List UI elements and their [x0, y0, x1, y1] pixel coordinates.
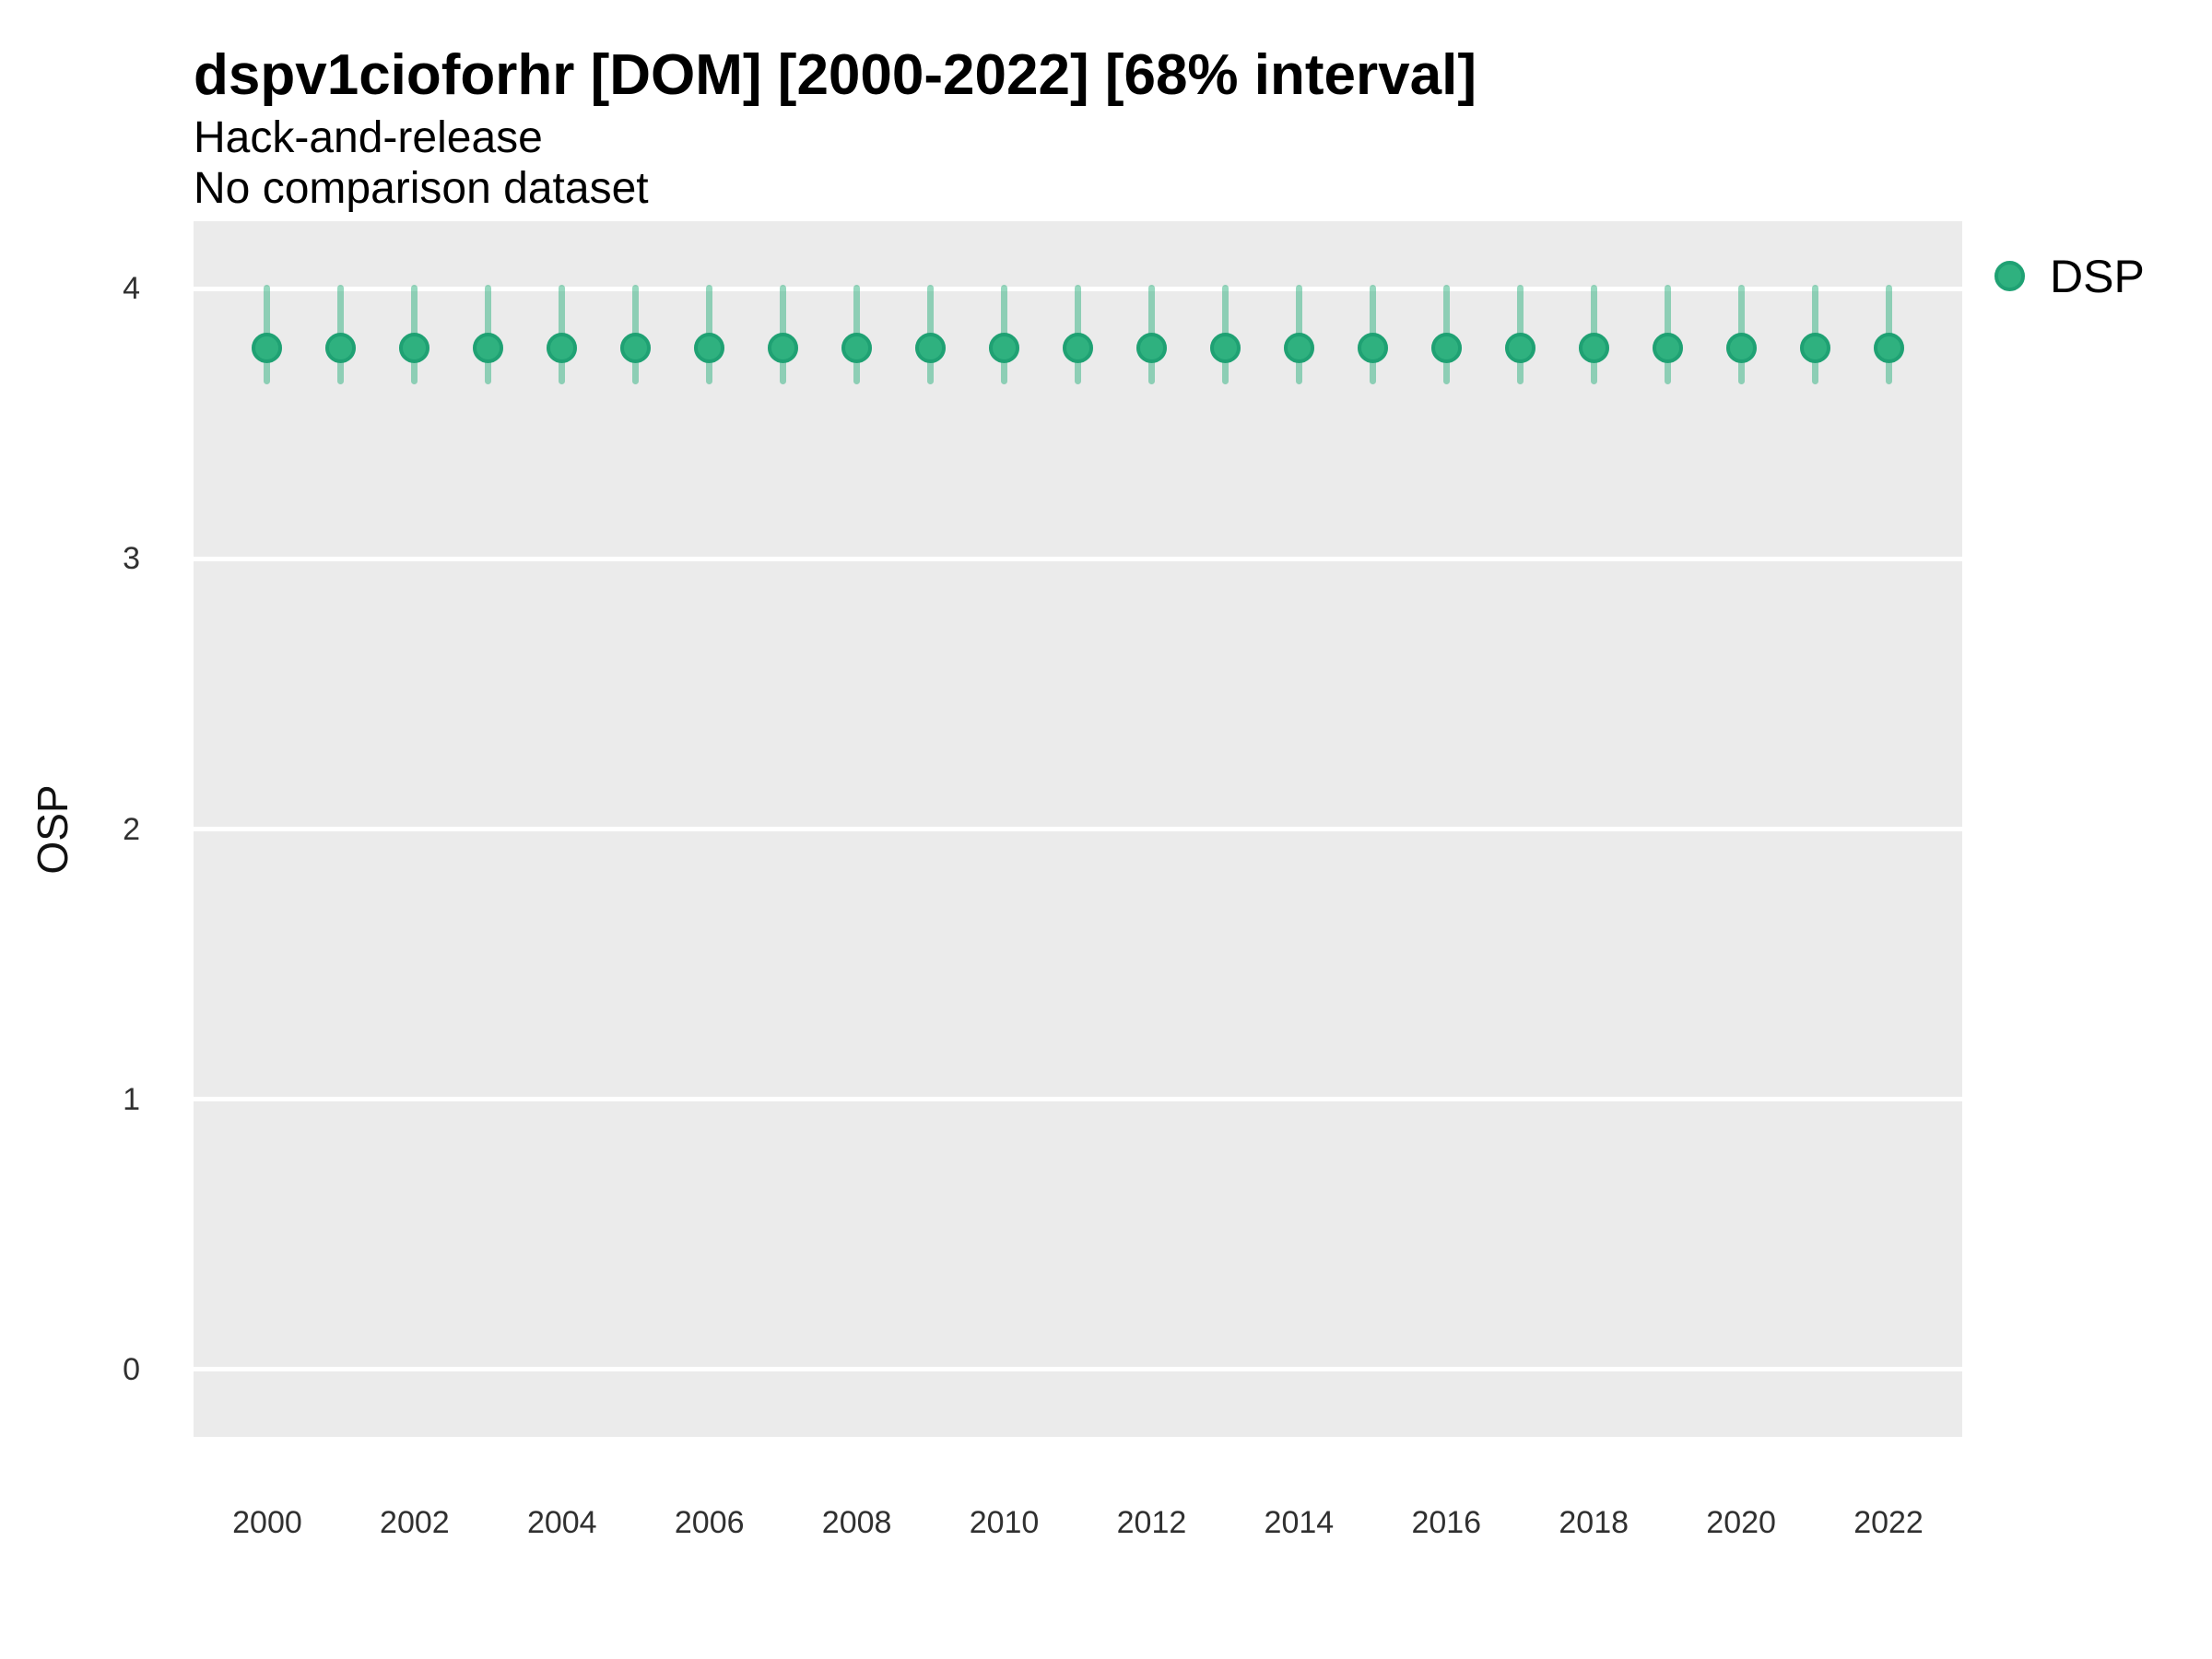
x-tick-label-2022: 2022: [1853, 1505, 1924, 1540]
data-point-2002: [399, 333, 430, 364]
data-point-2005: [620, 333, 652, 364]
x-tick-label-2010: 2010: [969, 1505, 1040, 1540]
data-point-2001: [325, 333, 357, 364]
x-tick-label-2018: 2018: [1559, 1505, 1630, 1540]
gridline-y-0: [194, 1367, 1962, 1372]
plot-panel: [194, 221, 1962, 1437]
chart-subtitle-line2: No comparison dataset: [194, 164, 649, 213]
y-tick-label-1: 1: [123, 1081, 140, 1117]
data-point-2021: [1799, 333, 1830, 364]
data-point-2011: [1063, 333, 1093, 364]
data-point-2022: [1873, 333, 1904, 364]
data-point-2019: [1652, 333, 1683, 364]
data-point-2012: [1135, 333, 1167, 364]
data-point-2015: [1357, 333, 1388, 364]
data-point-2017: [1504, 333, 1535, 364]
x-tick-label-2002: 2002: [380, 1505, 450, 1540]
x-tick-label-2008: 2008: [821, 1505, 892, 1540]
data-point-2014: [1283, 333, 1314, 364]
data-point-2006: [694, 333, 725, 364]
data-point-2003: [473, 333, 504, 364]
y-tick-label-2: 2: [123, 811, 140, 847]
data-point-2020: [1725, 333, 1757, 364]
x-tick-label-2020: 2020: [1706, 1505, 1776, 1540]
data-point-2009: [915, 333, 947, 364]
data-point-2013: [1209, 333, 1241, 364]
chart-subtitle-line1: Hack-and-release: [194, 113, 543, 162]
gridline-y-1: [194, 1097, 1962, 1102]
x-tick-label-2006: 2006: [674, 1505, 745, 1540]
data-point-2000: [252, 333, 283, 364]
legend-label: DSP: [2050, 251, 2145, 302]
x-tick-label-2012: 2012: [1116, 1505, 1187, 1540]
x-tick-label-2016: 2016: [1411, 1505, 1482, 1540]
x-tick-label-2004: 2004: [526, 1505, 597, 1540]
data-point-2007: [768, 333, 799, 364]
x-tick-label-2014: 2014: [1264, 1505, 1335, 1540]
chart-title: dspv1cioforhr [DOM] [2000-2022] [68% int…: [194, 43, 1477, 107]
data-point-2008: [841, 333, 873, 364]
x-tick-label-2000: 2000: [232, 1505, 302, 1540]
data-point-2018: [1578, 333, 1609, 364]
data-point-2010: [989, 333, 1020, 364]
gridline-y-3: [194, 556, 1962, 561]
data-point-2004: [547, 333, 578, 364]
legend-point-icon: [1994, 261, 2025, 291]
y-tick-label-4: 4: [123, 271, 140, 307]
y-tick-label-0: 0: [123, 1351, 140, 1387]
y-tick-label-3: 3: [123, 541, 140, 577]
gridline-y-2: [194, 827, 1962, 831]
data-point-2016: [1430, 333, 1462, 364]
